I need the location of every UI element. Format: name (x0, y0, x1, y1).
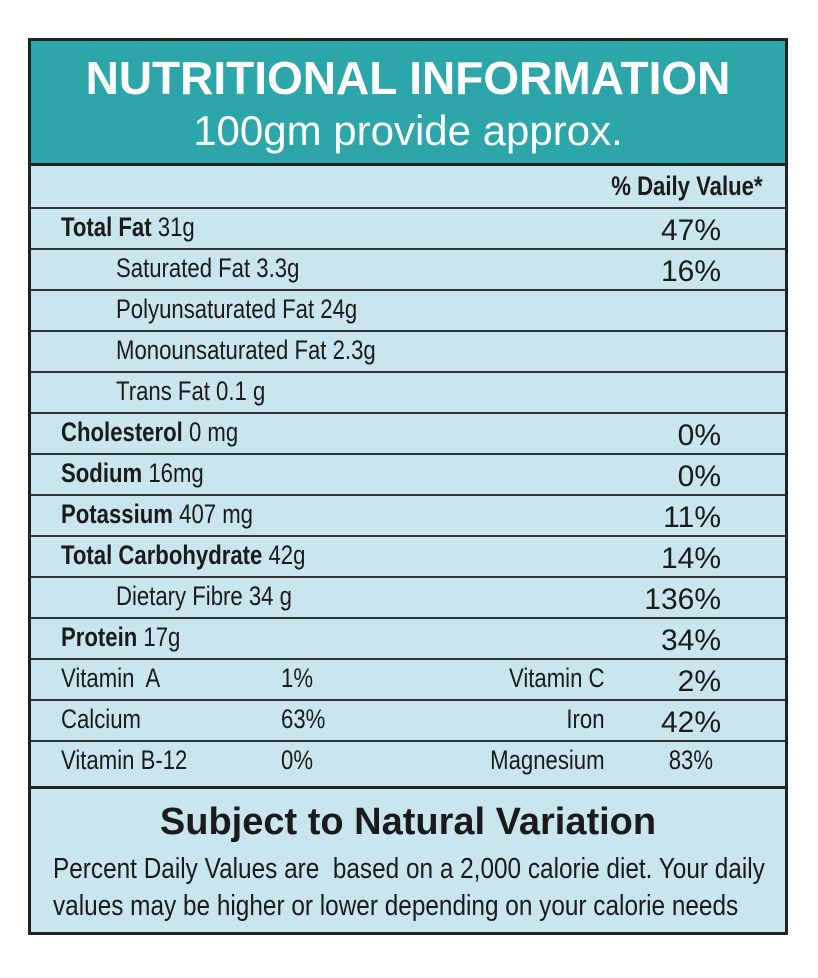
nutrient-name: Total Fat (61, 212, 152, 242)
nutrient: Protein 17g (61, 622, 180, 653)
header: NUTRITIONAL INFORMATION 100gm provide ap… (31, 41, 785, 166)
footer-title: Subject to Natural Variation (159, 801, 657, 843)
vitamin-row: Calcium 63% Iron 42% (31, 701, 785, 742)
nutrition-label: NUTRITIONAL INFORMATION 100gm provide ap… (28, 38, 788, 935)
nutrient: Sodium 16mg (61, 458, 204, 489)
nutrient-amount: 31g (157, 212, 195, 242)
footer-text: Percent Daily Values are based on a 2,00… (53, 853, 765, 885)
vitamin-value: 2% (677, 665, 721, 698)
sub-nutrient: Dietary Fibre 34 g (116, 581, 292, 611)
nutrient-amount: 16mg (148, 458, 204, 488)
sub-nutrient: Trans Fat 0.1 g (116, 376, 266, 406)
vitamin-name: Vitamin B-12 (61, 745, 188, 775)
vitamin-value: 83% (668, 745, 713, 775)
vitamin-name: Calcium (61, 704, 141, 734)
sub-nutrient: Saturated Fat 3.3g (116, 253, 300, 283)
daily-value: 11% (663, 501, 721, 534)
vitamin-name: Vitamin C (509, 663, 605, 693)
daily-value: 0% (677, 419, 721, 452)
daily-value: 14% (660, 542, 721, 575)
nutrient: Cholesterol 0 mg (61, 417, 238, 448)
vitamin-value: 1% (281, 663, 314, 693)
title: NUTRITIONAL INFORMATION (85, 52, 731, 104)
daily-value: 136% (644, 583, 721, 616)
sub-nutrient: Polyunsaturated Fat 24g (116, 294, 358, 324)
nutrient: Potassium 407 mg (61, 499, 253, 530)
vitamin-value: 63% (281, 704, 326, 734)
column-header: % Daily Value* (611, 171, 763, 201)
daily-value: 47% (660, 214, 721, 247)
sub-nutrient-row: Dietary Fibre 34 g 136% (31, 578, 785, 619)
nutrient-row: Potassium 407 mg 11% (31, 496, 785, 537)
footer: Subject to Natural Variation Percent Dai… (31, 789, 785, 932)
sub-nutrient-row: Polyunsaturated Fat 24g (31, 291, 785, 332)
nutrient-amount: 42g (268, 540, 306, 570)
daily-value: 34% (660, 624, 721, 657)
sub-nutrient-row: Saturated Fat 3.3g 16% (31, 250, 785, 291)
sub-nutrient-row: Trans Fat 0.1 g (31, 373, 785, 414)
subtitle: 100gm provide approx. (193, 107, 623, 154)
daily-value: 0% (677, 460, 721, 493)
nutrient-name: Cholesterol (61, 417, 183, 447)
vitamin-name: Iron (566, 704, 605, 734)
vitamin-value: 0% (281, 745, 314, 775)
nutrient-row: Cholesterol 0 mg 0% (31, 414, 785, 455)
nutrient-name: Potassium (61, 499, 173, 529)
daily-value: 16% (660, 255, 721, 288)
column-header-row: % Daily Value* (31, 166, 785, 209)
nutrient: Total Carbohydrate 42g (61, 540, 305, 571)
nutrient-amount: 407 mg (179, 499, 253, 529)
nutrient-amount: 17g (143, 622, 181, 652)
sub-nutrient: Monounsaturated Fat 2.3g (116, 335, 376, 365)
nutrient-name: Protein (61, 622, 138, 652)
nutrient: Total Fat 31g (61, 212, 195, 243)
nutrient-row: Protein 17g 34% (31, 619, 785, 660)
vitamin-name: Vitamin A (61, 663, 161, 693)
nutrient-row: Total Fat 31g 47% (31, 209, 785, 250)
nutrient-name: Total Carbohydrate (61, 540, 263, 570)
footer-text: values may be higher or lower depending … (53, 890, 739, 922)
sub-nutrient-row: Monounsaturated Fat 2.3g (31, 332, 785, 373)
nutrient-name: Sodium (61, 458, 143, 488)
vitamin-row: Vitamin A 1% Vitamin C 2% (31, 660, 785, 701)
vitamin-name: Magnesium (490, 745, 605, 775)
nutrient-row: Total Carbohydrate 42g 14% (31, 537, 785, 578)
nutrient-amount: 0 mg (188, 417, 239, 447)
vitamin-value: 42% (660, 706, 721, 739)
vitamin-row: Vitamin B-12 0% Magnesium 83% (31, 742, 785, 789)
nutrient-row: Sodium 16mg 0% (31, 455, 785, 496)
